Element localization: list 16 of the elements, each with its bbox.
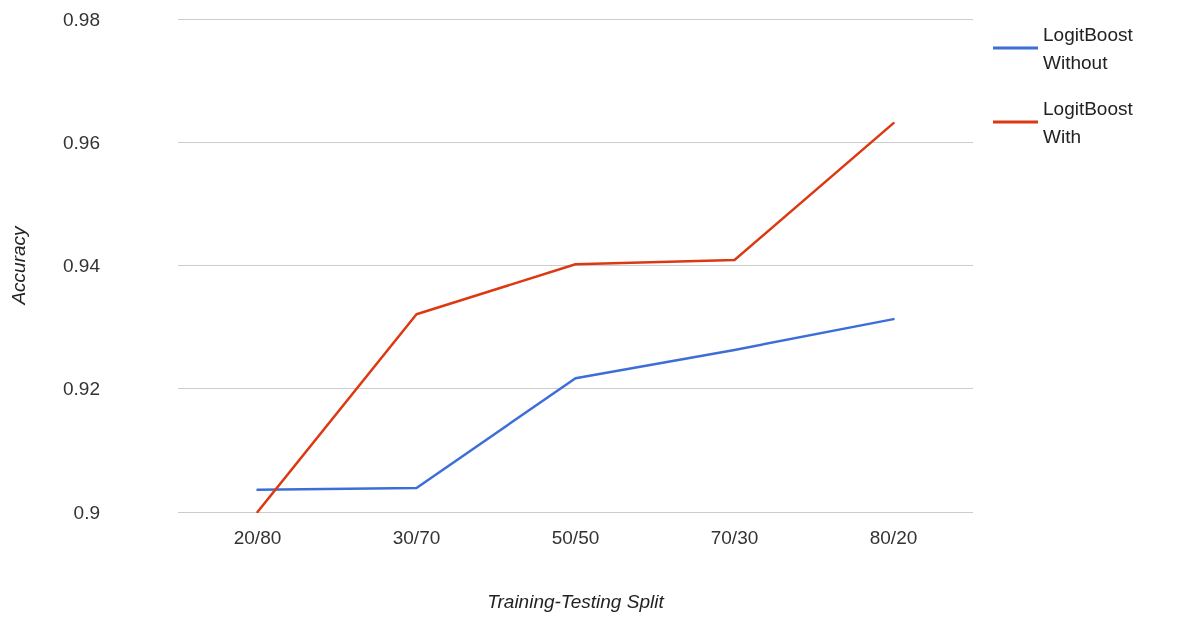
x-tick-label: 70/30 <box>710 527 759 548</box>
legend-label: LogitBoost Without <box>1043 23 1139 73</box>
y-tick-label: 0.94 <box>63 255 101 276</box>
y-tick-label: 0.98 <box>63 8 100 30</box>
y-tick-label: 0.92 <box>63 378 100 400</box>
x-tick-label: 50/50 <box>551 527 600 548</box>
y-tick-label: 0.9 <box>73 501 100 523</box>
legend-label: LogitBoost With <box>1043 97 1139 147</box>
y-axis-title: Accuracy <box>8 224 29 306</box>
line-series <box>256 317 895 492</box>
x-tick-label: 30/70 <box>392 527 441 548</box>
x-tick-label: 80/20 <box>869 527 918 548</box>
line-series <box>256 121 895 514</box>
y-tick-label: 0.96 <box>63 131 100 153</box>
x-axis-title: Training-Testing Split <box>487 591 665 612</box>
x-tick-label: 20/80 <box>233 527 282 548</box>
